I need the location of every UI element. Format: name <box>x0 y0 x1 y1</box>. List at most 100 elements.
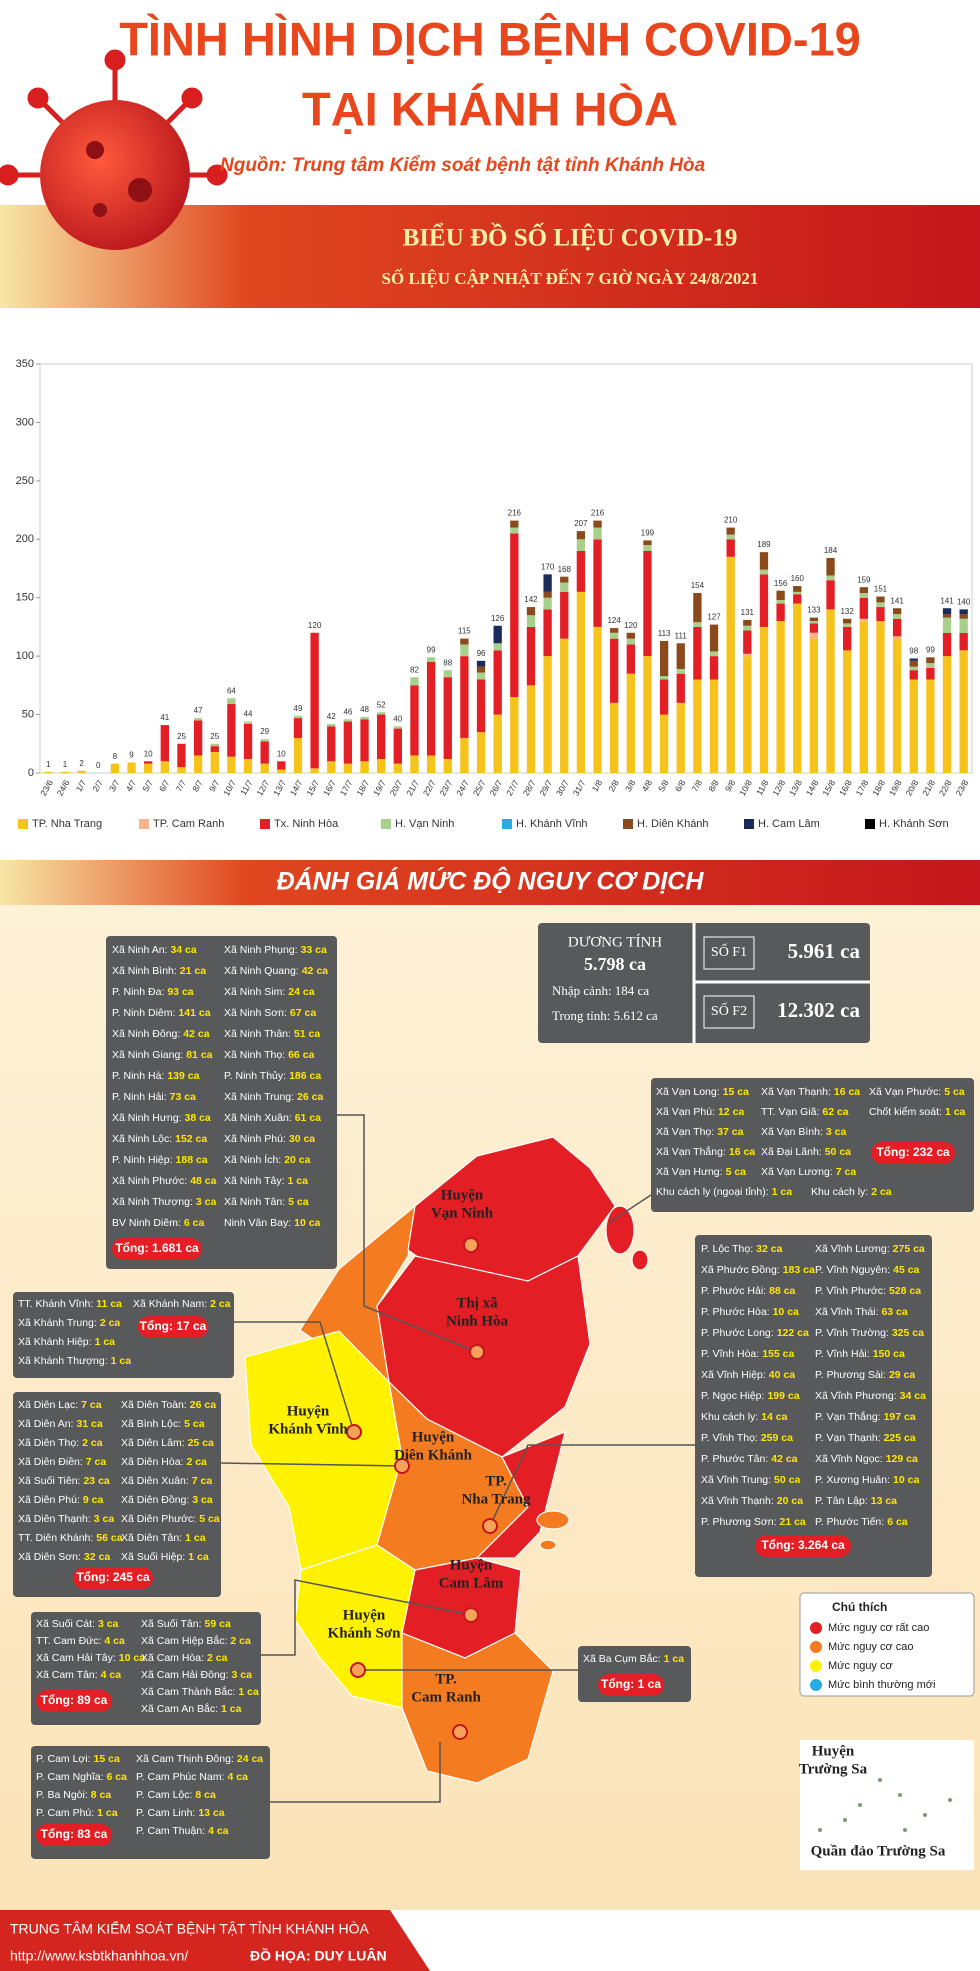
legend-dot <box>810 1679 822 1691</box>
cell-name: Xã Diên Lạc: <box>18 1399 78 1411</box>
cell-name: Xã Diên Thọ: <box>18 1437 79 1449</box>
total-label: 44 <box>244 710 253 719</box>
map-label: Cam Ranh <box>411 1689 481 1705</box>
cell: P. Tân Lập: 13 ca <box>815 1495 897 1507</box>
x-tick-label: 21/7 <box>404 778 421 798</box>
summary-detail: Nhập cảnh: 184 ca <box>552 983 649 998</box>
bar-segment <box>310 768 319 773</box>
cell-value: 8 ca <box>195 1789 216 1801</box>
bar-segment <box>942 656 952 773</box>
footer-band <box>0 1910 430 1971</box>
x-tick-label: 5/7 <box>140 778 155 793</box>
x-tick-label: 28/7 <box>521 778 538 798</box>
bar-segment <box>859 597 868 619</box>
cell-name: TT. Khánh Vĩnh: <box>18 1298 93 1310</box>
cell-name: Xã Diên Lâm: <box>121 1437 185 1449</box>
bar-segment <box>659 676 669 680</box>
bar-segment <box>493 714 502 773</box>
bar-segment <box>909 670 918 680</box>
cell-value: 31 ca <box>76 1418 102 1430</box>
island <box>878 1778 882 1782</box>
cell-value: 1 ca <box>111 1355 132 1367</box>
map-label: Khánh Vĩnh <box>268 1421 348 1437</box>
cell-name: Xã Diên Tân: <box>121 1532 182 1544</box>
x-tick-label: 15/7 <box>304 778 321 798</box>
bar-segment <box>343 719 353 722</box>
cell-name: Xã Vĩnh Lương: <box>815 1243 890 1255</box>
total-label: 8 <box>113 752 118 761</box>
cell-name: Xã Ninh Quang: <box>224 965 299 977</box>
bar-segment <box>743 630 752 654</box>
cell: Xã Vạn Phước: 5 ca <box>869 1086 965 1098</box>
cell-name: Khu cách ly: <box>701 1411 758 1423</box>
legend-label: TP. Cam Ranh <box>153 818 224 830</box>
cell-name: Xã Ninh Bình: <box>112 965 177 977</box>
cell: Xã Phước Đồng: 183 ca <box>701 1264 815 1276</box>
total-pill <box>755 1535 851 1557</box>
bar-segment <box>709 679 719 773</box>
cell-name: Xã Ninh Phú: <box>224 1133 286 1145</box>
bar-segment <box>460 644 469 657</box>
legend-label: H. Khánh Sơn <box>879 818 949 830</box>
bar-segment <box>510 533 519 698</box>
cell: Xã Cam Thành Bắc: 1 ca <box>141 1685 259 1698</box>
cell-name: P. Cam Nghĩa: <box>36 1771 104 1783</box>
cell-value: 6 ca <box>184 1217 205 1229</box>
total-label: 124 <box>607 616 621 625</box>
bar-segment <box>293 715 303 719</box>
y-tick-label: 100 <box>16 650 34 662</box>
cell: P. Vĩnh Phước: 528 ca <box>815 1285 921 1297</box>
bar-segment <box>776 600 785 604</box>
cell-name: Xã Phước Đồng: <box>701 1264 780 1276</box>
cell-value: 6 ca <box>887 1516 908 1528</box>
cell-name: Xã Ninh Phước: <box>112 1175 187 1187</box>
total-label: 141 <box>940 596 954 605</box>
cell-name: P. Cam Lộc: <box>136 1789 192 1801</box>
cell: P. Ninh Hà: 139 ca <box>112 1070 200 1082</box>
cell-value: 129 ca <box>886 1453 918 1465</box>
total-label: Tổng: 232 ca <box>876 1145 950 1159</box>
cell-name: P. Phương Sơn: <box>701 1516 776 1528</box>
map-label: Huyện <box>343 1607 386 1623</box>
cell: Xã Vĩnh Thái: 63 ca <box>815 1306 908 1318</box>
x-tick-label: 12/7 <box>254 778 271 798</box>
summary-label: DƯƠNG TÍNH <box>568 933 662 950</box>
cell-value: 1 ca <box>945 1106 966 1118</box>
total-label: 25 <box>177 732 186 741</box>
total-label: 98 <box>909 647 918 656</box>
bar-segment <box>360 716 369 720</box>
cell-value: 7 ca <box>86 1456 107 1468</box>
title: TẠI KHÁNH HÒA <box>302 82 678 135</box>
cell-value: 10 ca <box>773 1306 799 1318</box>
cell-value: 50 ca <box>825 1146 851 1158</box>
cell-value: 5 ca <box>944 1086 965 1098</box>
cell: Xã Cam Hiệp Bắc: 2 ca <box>141 1634 251 1647</box>
connectors <box>220 1114 695 1803</box>
bar-segment <box>393 728 402 764</box>
cell: P. Vĩnh Thọ: 259 ca <box>701 1432 793 1444</box>
bar-segment <box>177 743 186 768</box>
cell-value: 259 ca <box>761 1432 793 1444</box>
bar-segment <box>826 609 835 773</box>
y-tick-label: 350 <box>16 358 34 370</box>
bar-segment <box>726 539 735 557</box>
bar-segment <box>942 632 952 657</box>
chart-section-subtitle: SỐ LIỆU CẬP NHẬT ĐẾN 7 GIỜ NGÀY 24/8/202… <box>382 268 759 288</box>
total-label: 82 <box>410 665 419 674</box>
marker <box>469 1344 485 1360</box>
bar-segment <box>693 593 702 623</box>
total-label: 42 <box>327 712 336 721</box>
cell-name: Xã Ninh Trung: <box>224 1091 294 1103</box>
cell: P. Lộc Thọ: 32 ca <box>701 1243 783 1255</box>
cell-name: P. Ninh Hải: <box>112 1091 167 1103</box>
bar-segment <box>892 618 902 637</box>
cell: P. Ngọc Hiệp: 199 ca <box>701 1390 800 1402</box>
island <box>539 1539 557 1551</box>
cell: P. Cam Lộc: 8 ca <box>136 1789 216 1801</box>
bar-segment <box>676 702 685 773</box>
total-label: 10 <box>277 749 286 758</box>
map-label: Thị xã <box>456 1295 498 1311</box>
bar-segment <box>626 638 635 645</box>
cell: Xã Vĩnh Thạnh: 20 ca <box>701 1495 803 1507</box>
bar-segment <box>593 520 602 528</box>
